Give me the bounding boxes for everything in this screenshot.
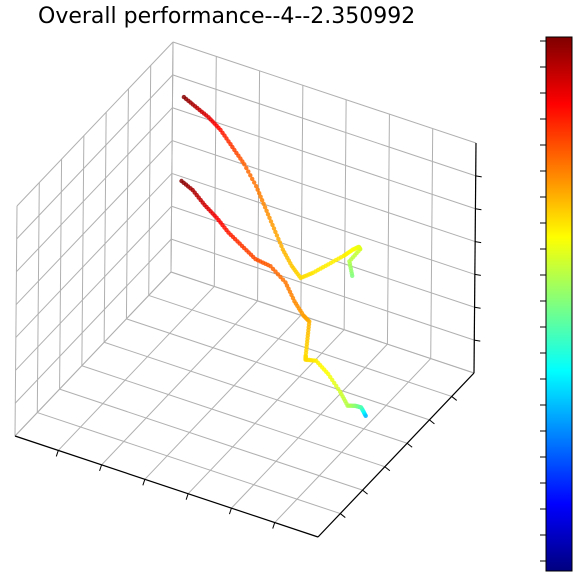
- grid-line: [170, 41, 174, 273]
- data-point: [277, 240, 283, 245]
- data-point: [279, 243, 284, 249]
- axes-3d-grid: [14, 41, 477, 538]
- y-axis-tick: [362, 489, 368, 495]
- y-axis-tick: [451, 396, 458, 401]
- grid-line: [430, 128, 434, 359]
- data-point: [271, 226, 277, 231]
- y-axis-tick: [406, 442, 413, 448]
- data-point: [261, 201, 266, 206]
- grid-line: [16, 74, 174, 240]
- grid-line: [172, 107, 476, 210]
- data-point: [270, 222, 275, 228]
- colorbar-gradient: [545, 36, 573, 572]
- grid-line: [171, 238, 475, 341]
- grid-line: [172, 74, 476, 177]
- grid-line: [170, 271, 475, 374]
- grid-line: [81, 135, 85, 366]
- data-point: [265, 212, 271, 217]
- grid-line: [343, 99, 347, 330]
- x-axis-tick: [142, 479, 146, 486]
- data-point: [257, 191, 262, 196]
- z-axis-tick: [474, 306, 481, 309]
- grid-line: [171, 172, 476, 275]
- x-axis-tick: [55, 450, 59, 457]
- grid-line: [172, 41, 477, 144]
- data-point: [262, 205, 268, 210]
- grid-line: [125, 88, 129, 319]
- grid-line: [231, 343, 388, 509]
- data-point: [246, 169, 251, 174]
- grid-line: [257, 70, 261, 301]
- grid-line: [37, 412, 341, 515]
- grid-line: [103, 112, 107, 343]
- grid-line: [15, 140, 173, 305]
- grid-line: [81, 365, 386, 468]
- data-point: [254, 184, 259, 189]
- grid-line: [103, 341, 408, 444]
- grid-line: [14, 205, 18, 437]
- grid-line: [187, 329, 345, 495]
- data-point: [248, 173, 253, 178]
- data-point: [179, 178, 184, 184]
- x-axis-tick: [272, 522, 276, 529]
- chart-title: Overall performance--4--2.350992: [38, 4, 416, 29]
- grid-line: [148, 65, 152, 296]
- axes-3d-axis-lines: [14, 142, 482, 538]
- data-point: [250, 176, 255, 182]
- data-point: [181, 94, 187, 100]
- data-point: [274, 233, 280, 238]
- data-point: [280, 247, 285, 252]
- data-point: [258, 194, 263, 199]
- y-axis-tick: [339, 513, 346, 518]
- grid-line: [171, 140, 476, 243]
- x-axis-tick: [185, 493, 189, 500]
- grid-line: [148, 294, 452, 397]
- data-point: [259, 198, 265, 203]
- x-axis-tick: [228, 507, 232, 515]
- grid-line: [14, 238, 172, 404]
- grid-line: [59, 159, 63, 390]
- x-axis-line: [14, 435, 319, 538]
- grid-line: [16, 107, 173, 273]
- grid-line: [274, 358, 432, 523]
- x-axis-tick: [99, 464, 103, 472]
- z-axis-line: [473, 142, 477, 374]
- grid-line: [14, 271, 172, 437]
- grid-line: [16, 41, 174, 207]
- data-point: [252, 180, 257, 185]
- z-axis-tick: [474, 273, 481, 276]
- data-point: [255, 187, 260, 192]
- z-axis-tick: [475, 208, 482, 211]
- y-axis-line: [317, 372, 475, 538]
- y-axis-tick: [384, 466, 391, 472]
- grid-line: [213, 56, 217, 287]
- data-point: [268, 219, 274, 224]
- grid-line: [144, 314, 302, 480]
- trajectory-points: [179, 94, 368, 418]
- z-axis-tick: [474, 339, 481, 342]
- grid-line: [15, 173, 173, 338]
- grid-line: [126, 318, 430, 421]
- grid-line: [386, 114, 390, 345]
- data-point: [276, 236, 281, 242]
- data-point: [267, 215, 272, 220]
- grid-line: [15, 205, 172, 371]
- grid-line: [36, 182, 40, 413]
- data-point: [264, 208, 269, 213]
- data-point: [273, 229, 278, 235]
- grid-line: [101, 300, 258, 466]
- z-axis-tick: [475, 175, 482, 178]
- data-point: [244, 165, 249, 171]
- grid-line: [59, 388, 363, 491]
- z-axis-tick: [475, 241, 482, 244]
- grid-line: [57, 286, 215, 451]
- y-axis-tick: [429, 419, 435, 425]
